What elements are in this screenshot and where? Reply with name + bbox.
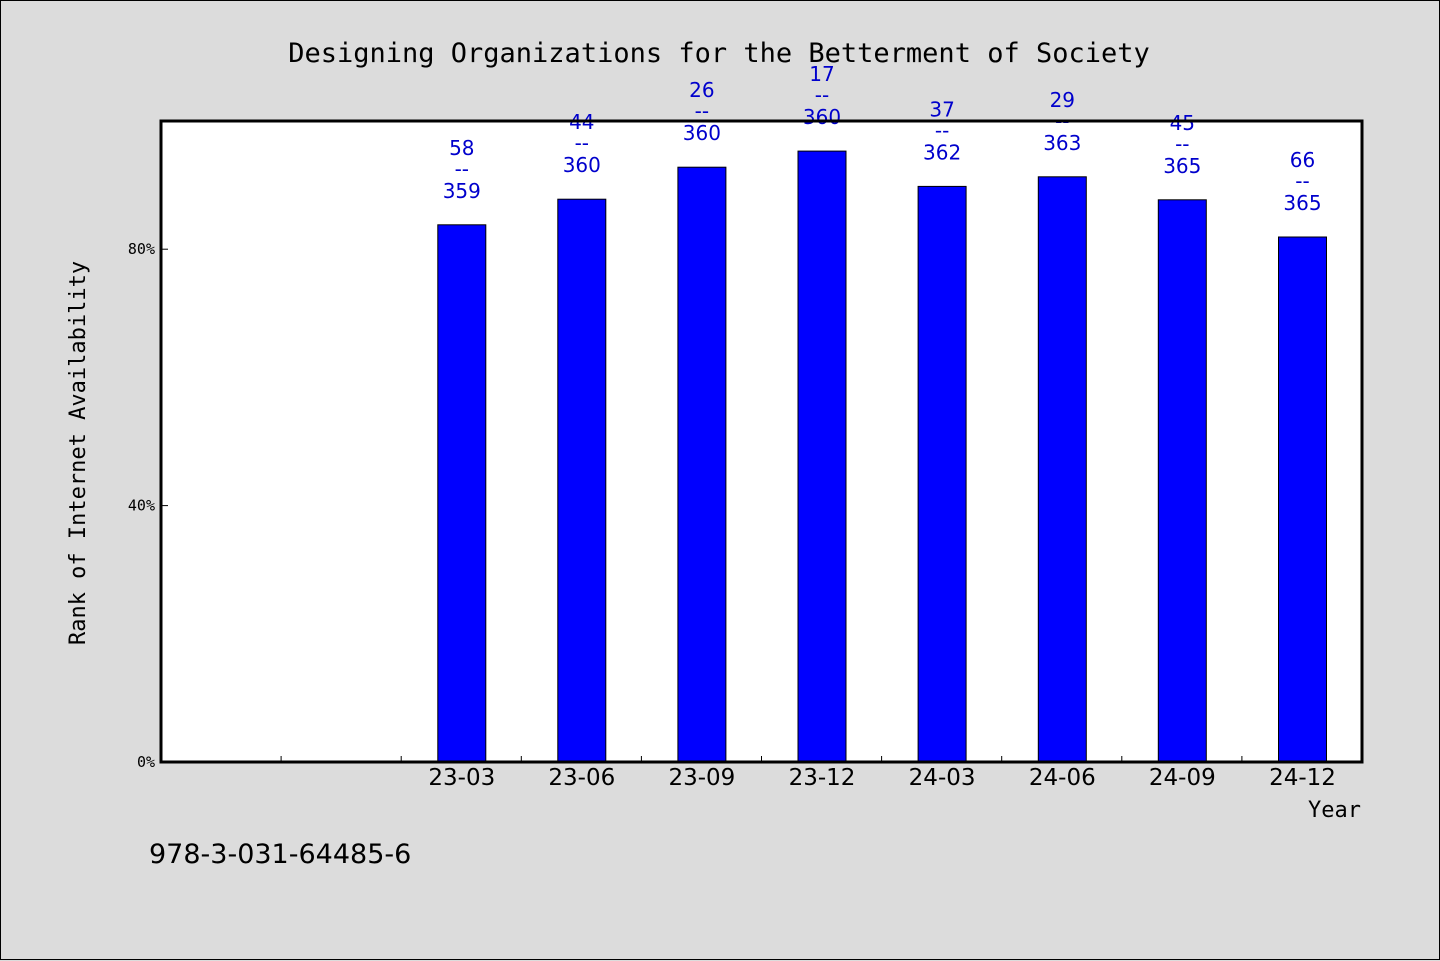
data-label-top: 29 <box>1050 88 1075 112</box>
data-label-top: 58 <box>449 136 474 160</box>
bar-24-03 <box>917 185 967 763</box>
bar-24-12 <box>1278 236 1327 763</box>
x-tick-label: 23-09 <box>668 765 735 791</box>
data-label-separator: -- <box>1175 132 1189 156</box>
x-tick-label: 23-06 <box>548 765 615 791</box>
data-label-top: 17 <box>809 62 834 86</box>
bar-24-09 <box>1157 199 1207 763</box>
data-label-top: 66 <box>1290 148 1315 172</box>
y-axis-ticks: 0% 40% 80% <box>128 240 168 771</box>
x-axis-ticks: 23-03 23-06 23-09 23-12 24-03 24-06 24-09 24-12 <box>280 756 1336 791</box>
bar-23-12 <box>797 150 847 763</box>
data-label-bottom: 360 <box>563 153 601 177</box>
data-label-separator: -- <box>935 118 949 142</box>
data-label-bottom: 365 <box>1163 154 1201 178</box>
data-label-top: 45 <box>1170 111 1195 135</box>
x-axis-label: Year <box>1308 798 1361 823</box>
x-tick-label: 24-09 <box>1149 765 1216 791</box>
bar-23-06 <box>557 198 607 763</box>
isbn-footer: 978-3-031-64485-6 <box>149 839 411 870</box>
data-label-bottom: 359 <box>443 179 481 203</box>
data-label-bottom: 360 <box>803 105 841 129</box>
x-tick-label: 23-12 <box>789 765 856 791</box>
data-label-bottom: 360 <box>683 121 721 145</box>
bar-23-09 <box>677 166 727 763</box>
data-label-top: 37 <box>929 97 954 121</box>
bar-24-06 <box>1037 176 1087 763</box>
data-label-separator: -- <box>1295 169 1309 193</box>
data-label-separator: -- <box>815 83 829 107</box>
bars-layer <box>437 150 1327 763</box>
y-tick-label: 0% <box>137 753 155 771</box>
data-label-bottom: 363 <box>1043 131 1081 155</box>
y-tick-label: 40% <box>128 497 155 515</box>
data-label-top: 26 <box>689 78 714 102</box>
data-label-separator: -- <box>455 157 469 181</box>
data-label-bottom: 365 <box>1283 191 1321 215</box>
x-tick-label: 23-03 <box>428 765 495 791</box>
chart-title: Designing Organizations for the Betterme… <box>288 38 1150 69</box>
y-tick-label: 80% <box>128 240 155 258</box>
x-tick-label: 24-06 <box>1029 765 1096 791</box>
x-tick-label: 24-12 <box>1269 765 1336 791</box>
x-tick-label: 24-03 <box>909 765 976 791</box>
data-label-bottom: 362 <box>923 140 961 164</box>
bar-23-03 <box>437 224 487 763</box>
data-label-separator: -- <box>695 99 709 123</box>
data-label-separator: -- <box>575 131 589 155</box>
y-axis-label: Rank of Internet Availability <box>66 261 91 645</box>
